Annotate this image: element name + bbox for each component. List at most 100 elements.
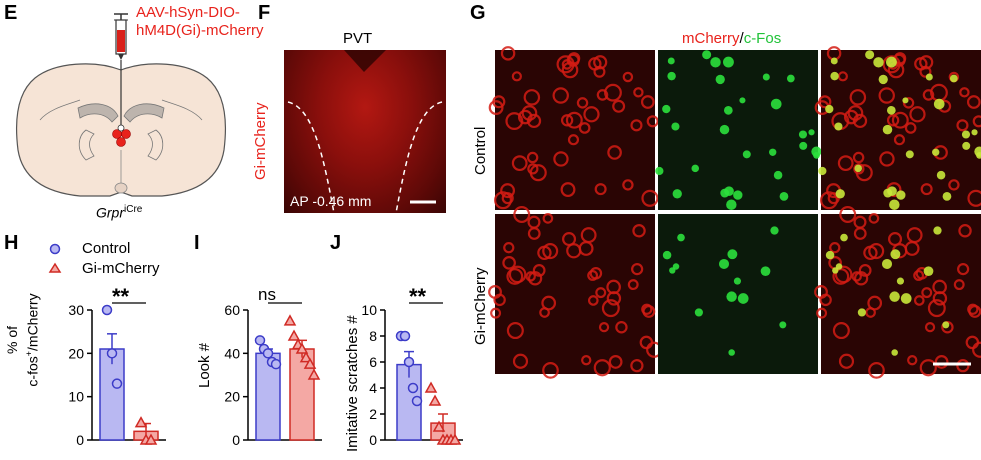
data-point-control <box>111 378 123 389</box>
h-ylabel-line2: c-fos+/mCherry <box>21 280 42 400</box>
cfos-nucleus <box>949 74 958 83</box>
syringe-icon <box>114 13 128 60</box>
mcherry-cell <box>488 285 502 299</box>
mcherry-cell <box>578 241 594 256</box>
pvt-micrograph: AP -0.46 mm <box>284 50 446 214</box>
data-point-control <box>411 395 423 407</box>
mcherry-cell <box>593 359 611 377</box>
mcherry-cell <box>909 106 926 123</box>
cfos-nucleus <box>873 57 884 68</box>
mcherry-cell <box>601 299 620 318</box>
mcherry-cell <box>843 109 859 125</box>
mcherry-cell <box>607 145 622 160</box>
cfos-nucleus <box>672 263 680 270</box>
y-tick-label: 0 <box>76 432 84 448</box>
cfos-nucleus <box>779 321 787 329</box>
genotype-sup: iCre <box>124 204 143 215</box>
mcherry-cell <box>500 183 516 199</box>
mcherry-cell <box>511 155 528 172</box>
y-tick-label: 4 <box>369 380 377 396</box>
mcherry-cell <box>583 106 600 123</box>
mcherry-cell <box>578 122 591 134</box>
data-point-control <box>101 304 113 316</box>
mcherry-cell <box>631 263 644 276</box>
panel-letter-g: G <box>470 2 486 24</box>
data-point-gi <box>307 368 321 380</box>
mcherry-cell <box>622 179 634 191</box>
mcherry-cell <box>927 299 946 318</box>
cfos-nucleus <box>840 233 848 242</box>
data-point-gi <box>134 416 148 428</box>
h-ylabel-line1: % of <box>4 326 20 355</box>
cfos-nucleus <box>691 164 700 173</box>
data-point-gi <box>303 357 317 369</box>
cfos-nucleus <box>882 124 893 135</box>
cfos-nucleus <box>719 124 730 135</box>
cfos-nucleus <box>961 130 971 139</box>
mcherry-cell <box>594 183 607 196</box>
mcherry-cell <box>814 285 828 299</box>
cfos-nucleus <box>962 141 971 150</box>
mcherry-cell <box>527 227 541 240</box>
cfos-nucleus <box>694 308 703 317</box>
data-point-control <box>254 335 266 346</box>
genotype-name: Grpr <box>96 204 124 221</box>
mcherry-cell <box>849 89 867 106</box>
mcherry-cell <box>904 241 920 256</box>
mcherry-cell <box>537 245 552 261</box>
mcherry-cell <box>596 89 609 101</box>
mcherry-cell <box>953 279 965 291</box>
mcherry-cell <box>542 213 554 224</box>
mcherry-cell <box>839 206 857 223</box>
mcherry-cell <box>615 321 628 334</box>
cfos-nucleus <box>667 71 676 81</box>
cfos-nucleus <box>835 263 843 270</box>
mcherry-cell <box>956 359 970 373</box>
mcherry-cell <box>641 189 659 207</box>
h-ylabel: % of c-fos+/mCherry <box>4 280 42 400</box>
cfos-nucleus <box>896 277 904 285</box>
mcherry-cell <box>598 322 610 333</box>
h-ylabel-sup: + <box>24 350 34 357</box>
cfos-nucleus <box>762 73 770 81</box>
mcherry-cell <box>855 164 873 182</box>
mcherry-cell <box>576 97 589 109</box>
mcherry-cell <box>630 359 644 373</box>
h-ylabel-part-a: c-fos <box>24 356 41 387</box>
mcherry-cell <box>853 227 867 240</box>
mcherry-cell <box>532 264 546 277</box>
mcherry-cell <box>907 355 918 366</box>
mcherry-cell <box>852 151 865 164</box>
data-point-control <box>262 348 274 359</box>
data-point-control <box>270 358 282 370</box>
cfos-nucleus <box>923 266 934 277</box>
mcherry-cell <box>904 122 917 134</box>
mcherry-cell <box>914 57 928 71</box>
cfos-nucleus <box>902 97 909 104</box>
mcherry-cell <box>934 355 949 369</box>
panel-letter-e: E <box>4 2 18 24</box>
cfos-nucleus <box>728 349 735 356</box>
mcherry-cell <box>521 105 538 121</box>
panel-letter-j: J <box>330 232 342 254</box>
mcherry-cell <box>838 353 855 369</box>
cfos-nucleus <box>723 106 733 115</box>
data-point-control <box>106 348 118 359</box>
virus-label-line2: hM4D(Gi)-mCherry <box>136 22 264 39</box>
panel-letter-f: F <box>258 2 271 24</box>
chart-h: 0 10 20 30 <box>68 302 166 448</box>
cfos-nucleus <box>889 291 900 302</box>
cfos-nucleus <box>890 249 901 260</box>
mcherry-cell <box>593 55 608 70</box>
panel-letter-i: I <box>194 232 200 254</box>
mcherry-cell <box>921 287 933 299</box>
mcherry-cell <box>888 232 903 247</box>
cfos-nucleus <box>779 192 789 201</box>
mcherry-cell <box>920 183 933 196</box>
cfos-nucleus <box>799 141 808 150</box>
brain-schematic <box>15 13 227 197</box>
mcherry-cell <box>640 95 655 109</box>
mcherry-cell <box>646 115 659 128</box>
i-ylabel: Look # <box>196 342 213 388</box>
mcherry-cell <box>967 189 981 207</box>
